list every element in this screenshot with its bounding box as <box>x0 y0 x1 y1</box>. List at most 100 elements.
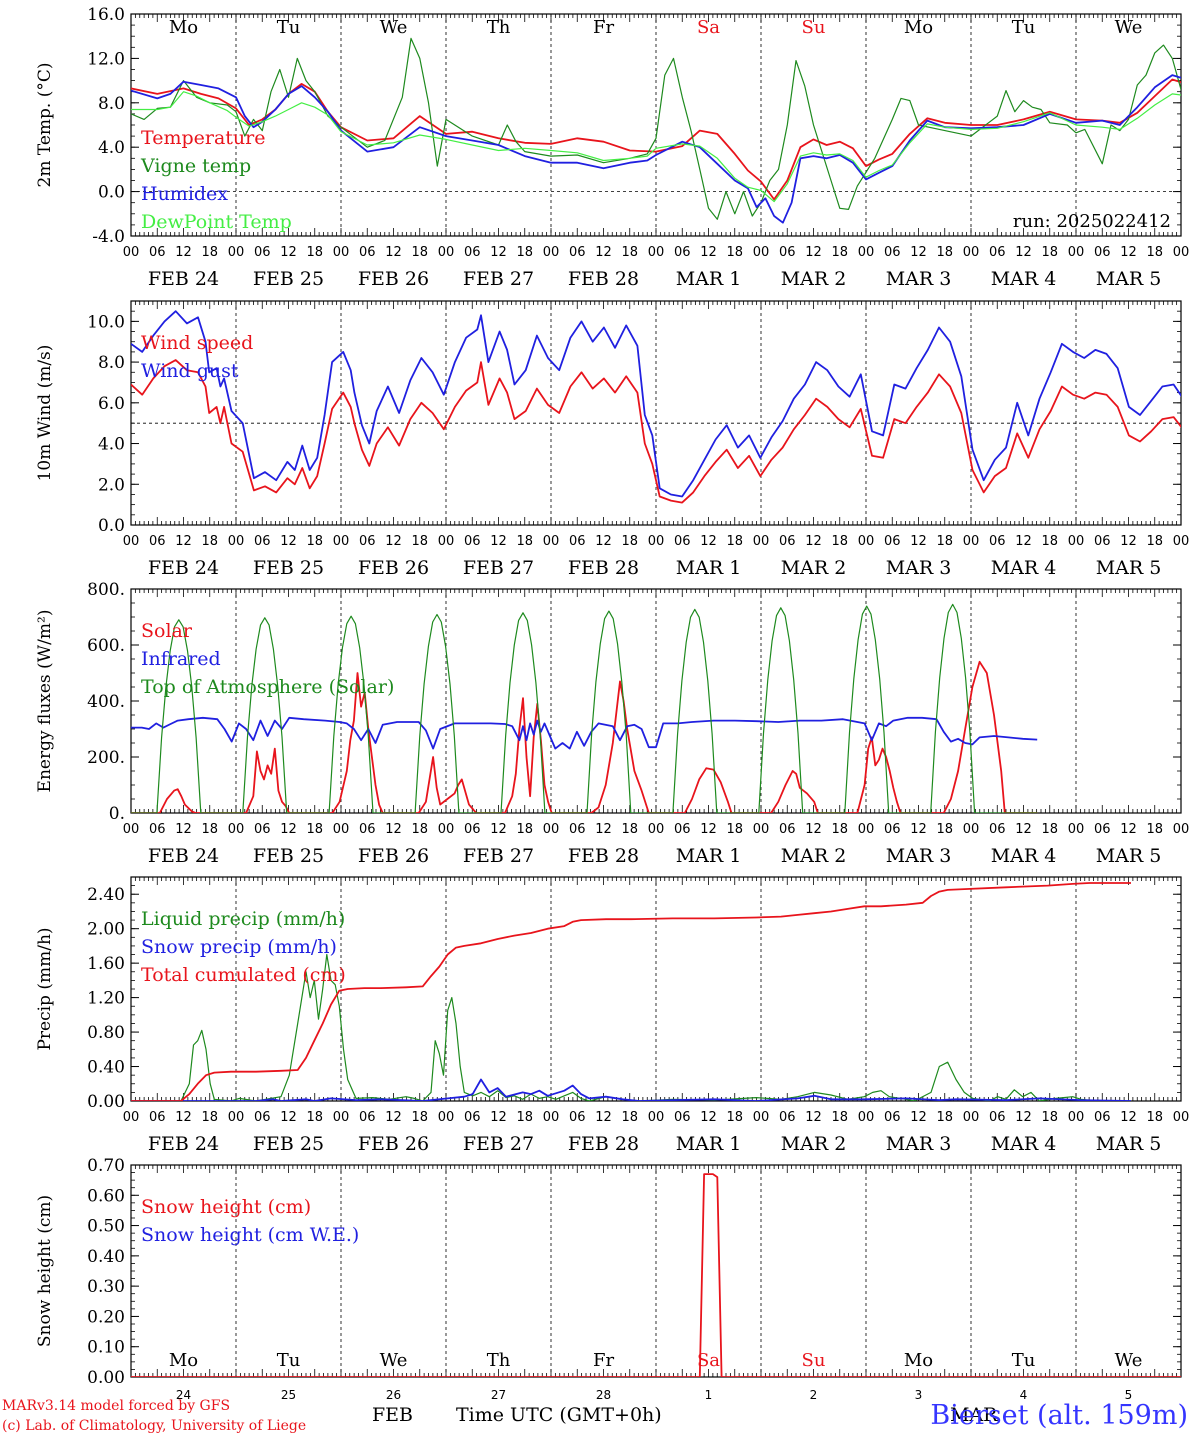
hour-tick-label: 06 <box>359 822 376 837</box>
hour-tick-label: 00 <box>648 245 665 260</box>
date-label: FEB 27 <box>463 557 534 579</box>
y-tick-label: 12.0 <box>87 49 125 69</box>
date-label: FEB 28 <box>568 1133 639 1155</box>
hour-tick-label: 18 <box>621 534 638 549</box>
y-axis-label: Snow height (cm) <box>35 1195 55 1347</box>
legend-entry: Temperature <box>141 127 265 149</box>
hour-tick-label: 06 <box>779 534 796 549</box>
y-tick-label: 16.0 <box>87 5 125 25</box>
date-label: FEB 24 <box>148 1133 219 1155</box>
series-line-0 <box>131 359 1181 504</box>
y-tick-label: 800. <box>87 580 125 600</box>
hour-tick-label: 00 <box>333 534 350 549</box>
hour-tick-label: 12 <box>490 1110 507 1125</box>
y-tick-label: 6.0 <box>98 394 125 414</box>
legend-entry: Wind gust <box>141 360 239 382</box>
hour-tick-label: 00 <box>1173 822 1190 837</box>
hour-tick-label: 00 <box>333 245 350 260</box>
hour-tick-label: 18 <box>726 822 743 837</box>
day-number-label: 2 <box>810 1388 818 1402</box>
date-label: FEB 25 <box>253 268 324 290</box>
hour-tick-label: 00 <box>1173 534 1190 549</box>
hour-tick-label: 00 <box>228 245 245 260</box>
hour-tick-label: 18 <box>621 822 638 837</box>
hour-tick-label: 06 <box>989 822 1006 837</box>
date-label: FEB 24 <box>148 268 219 290</box>
hour-tick-label: 18 <box>306 1110 323 1125</box>
hour-tick-label: 06 <box>254 822 271 837</box>
y-tick-label: 0.40 <box>87 1247 125 1267</box>
weekday-label: Mo <box>169 17 198 38</box>
hour-tick-label: 00 <box>963 822 980 837</box>
hour-tick-label: 18 <box>1041 1110 1058 1125</box>
hour-tick-label: 00 <box>333 1110 350 1125</box>
hour-tick-label: 18 <box>936 245 953 260</box>
hour-tick-label: 06 <box>1094 822 1111 837</box>
hour-tick-label: 18 <box>306 245 323 260</box>
date-label: MAR 3 <box>886 557 952 579</box>
hour-tick-label: 06 <box>359 534 376 549</box>
hour-tick-label: 00 <box>543 534 560 549</box>
time-axis-label: Time UTC (GMT+0h) <box>456 1404 662 1426</box>
y-axis-label: 10m Wind (m/s) <box>35 345 55 482</box>
date-label: MAR 2 <box>781 1133 847 1155</box>
series-line-1 <box>131 1078 1132 1101</box>
hour-tick-label: 00 <box>1068 1110 1085 1125</box>
hour-tick-label: 18 <box>1146 534 1163 549</box>
hour-tick-label: 18 <box>516 245 533 260</box>
hour-tick-label: 06 <box>674 1110 691 1125</box>
legend-entry: Infrared <box>141 648 221 670</box>
hour-tick-label: 18 <box>1146 822 1163 837</box>
hour-tick-label: 12 <box>175 1110 192 1125</box>
weekday-label: We <box>1115 1350 1143 1371</box>
series-line-3 <box>131 91 1181 203</box>
weekday-label: Fr <box>593 1350 614 1371</box>
hour-tick-label: 12 <box>595 1110 612 1125</box>
hour-tick-label: 00 <box>228 822 245 837</box>
y-axis-label: Energy fluxes (W/m²) <box>35 610 55 793</box>
legend-entry: Vigne temp <box>140 155 251 177</box>
y-axis-label: Precip (mm/h) <box>35 927 55 1050</box>
date-label: FEB 24 <box>148 557 219 579</box>
date-label: FEB 25 <box>253 557 324 579</box>
date-label: FEB 25 <box>253 845 324 867</box>
date-label: MAR 4 <box>991 845 1057 867</box>
hour-tick-label: 00 <box>543 1110 560 1125</box>
month-label-mar: MAR <box>950 1404 998 1426</box>
legend-entry: Total cumulated (cm) <box>141 964 346 986</box>
day-number-label: 5 <box>1125 1388 1133 1402</box>
day-number-label: 26 <box>386 1388 401 1402</box>
date-label: FEB 26 <box>358 1133 429 1155</box>
y-tick-label: 10.0 <box>87 312 125 332</box>
hour-tick-label: 12 <box>385 822 402 837</box>
weekday-label: We <box>380 1350 408 1371</box>
hour-tick-label: 06 <box>884 822 901 837</box>
y-tick-label: 200. <box>87 748 125 768</box>
y-tick-label: 0.10 <box>87 1338 125 1358</box>
y-tick-label: 0.60 <box>87 1186 125 1206</box>
date-label: FEB 24 <box>148 845 219 867</box>
hour-tick-label: 12 <box>1015 822 1032 837</box>
hour-tick-label: 06 <box>884 534 901 549</box>
day-number-label: 1 <box>705 1388 713 1402</box>
hour-tick-label: 00 <box>753 245 770 260</box>
hour-tick-label: 12 <box>280 245 297 260</box>
date-label: FEB 27 <box>463 1133 534 1155</box>
hour-tick-label: 18 <box>726 1110 743 1125</box>
hour-tick-label: 12 <box>700 245 717 260</box>
weekday-label: Sa <box>697 17 720 38</box>
date-label: MAR 5 <box>1096 557 1162 579</box>
series-line-1 <box>131 37 1181 220</box>
weekday-label: We <box>380 17 408 38</box>
lab-credit: (c) Lab. of Climatology, University of L… <box>2 1418 307 1434</box>
series-line-0 <box>131 78 1181 201</box>
hour-tick-label: 18 <box>411 822 428 837</box>
hour-tick-label: 12 <box>1120 245 1137 260</box>
hour-tick-label: 12 <box>280 822 297 837</box>
hour-tick-label: 00 <box>753 534 770 549</box>
date-label: FEB 27 <box>463 268 534 290</box>
y-tick-label: 0.80 <box>87 1023 125 1043</box>
y-tick-label: 0.0 <box>98 516 125 536</box>
hour-tick-label: 18 <box>201 822 218 837</box>
run-label: run: 2025022412 <box>1013 211 1171 232</box>
